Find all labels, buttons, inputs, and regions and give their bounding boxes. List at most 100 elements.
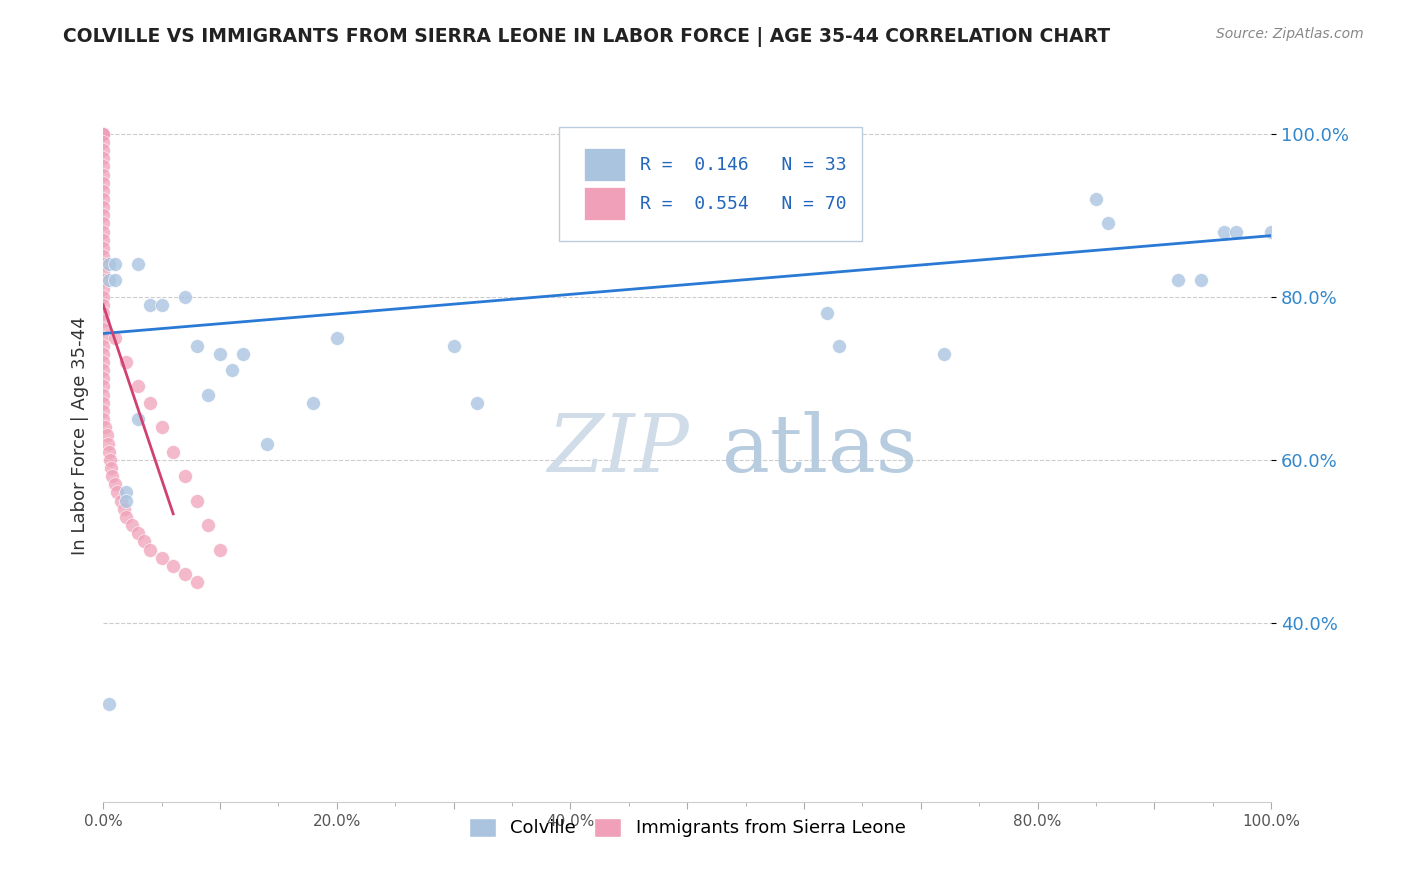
Point <box>115 510 138 524</box>
Point <box>1189 273 1212 287</box>
Point <box>91 159 114 173</box>
Point <box>91 298 114 312</box>
Point <box>91 241 114 255</box>
Point <box>121 518 143 533</box>
Point <box>98 444 121 458</box>
Point <box>98 453 121 467</box>
Point <box>221 363 243 377</box>
Point <box>91 127 114 141</box>
Point <box>91 233 114 247</box>
Point <box>91 168 114 182</box>
Point <box>91 282 114 296</box>
Point <box>91 404 114 418</box>
Point <box>98 257 121 271</box>
Point <box>162 444 184 458</box>
Point <box>91 127 114 141</box>
Point <box>676 168 699 182</box>
Point <box>91 330 114 344</box>
Point <box>91 208 114 222</box>
Point <box>139 298 162 312</box>
Point <box>132 534 155 549</box>
Point <box>91 379 114 393</box>
Point <box>197 518 219 533</box>
Point <box>465 396 488 410</box>
Point <box>828 339 851 353</box>
Point <box>94 420 117 434</box>
Point <box>91 314 114 328</box>
Point <box>91 135 114 149</box>
FancyBboxPatch shape <box>585 148 626 181</box>
Point <box>232 347 254 361</box>
Point <box>1167 273 1189 287</box>
Point <box>104 330 127 344</box>
Point <box>173 566 195 581</box>
Point <box>1260 225 1282 239</box>
Point <box>91 216 114 230</box>
Text: R =  0.146   N = 33: R = 0.146 N = 33 <box>640 155 846 174</box>
Point <box>699 168 721 182</box>
Point <box>208 347 231 361</box>
Point <box>127 379 149 393</box>
Point <box>96 428 118 442</box>
Point <box>325 330 347 344</box>
Point <box>91 257 114 271</box>
Point <box>91 225 114 239</box>
Point <box>104 477 127 491</box>
Point <box>91 200 114 214</box>
Text: Source: ZipAtlas.com: Source: ZipAtlas.com <box>1216 27 1364 41</box>
Point <box>91 176 114 190</box>
Point <box>150 298 173 312</box>
Point <box>91 347 114 361</box>
Text: R =  0.554   N = 70: R = 0.554 N = 70 <box>640 195 846 213</box>
Point <box>91 127 114 141</box>
Point <box>127 257 149 271</box>
Point <box>98 698 121 712</box>
Point <box>91 249 114 263</box>
Point <box>127 526 149 541</box>
Point <box>91 290 114 304</box>
Point <box>91 127 114 141</box>
Point <box>1213 225 1236 239</box>
Point <box>1084 192 1107 206</box>
Point <box>101 469 124 483</box>
Point <box>186 575 208 590</box>
Point <box>139 396 162 410</box>
Point <box>186 493 208 508</box>
Point <box>932 347 955 361</box>
Text: COLVILLE VS IMMIGRANTS FROM SIERRA LEONE IN LABOR FORCE | AGE 35-44 CORRELATION : COLVILLE VS IMMIGRANTS FROM SIERRA LEONE… <box>63 27 1111 46</box>
Point <box>208 542 231 557</box>
Point <box>197 387 219 401</box>
Point <box>91 192 114 206</box>
Point <box>139 542 162 557</box>
Point <box>91 371 114 385</box>
Text: ZIP: ZIP <box>547 411 689 489</box>
Point <box>150 550 173 565</box>
Legend: Colville, Immigrants from Sierra Leone: Colville, Immigrants from Sierra Leone <box>461 811 912 845</box>
Point <box>91 265 114 279</box>
Point <box>104 273 127 287</box>
Point <box>115 485 138 500</box>
FancyBboxPatch shape <box>558 128 862 241</box>
Point <box>1225 225 1247 239</box>
Point <box>112 501 135 516</box>
Point <box>91 306 114 320</box>
Point <box>173 469 195 483</box>
Point <box>115 355 138 369</box>
Text: atlas: atlas <box>723 411 917 489</box>
Point <box>186 339 208 353</box>
Point <box>97 436 120 450</box>
Point <box>302 396 325 410</box>
Point <box>98 273 121 287</box>
Point <box>1097 216 1119 230</box>
Point <box>105 485 128 500</box>
Y-axis label: In Labor Force | Age 35-44: In Labor Force | Age 35-44 <box>72 316 89 555</box>
Point <box>104 257 127 271</box>
FancyBboxPatch shape <box>585 187 626 220</box>
Point <box>256 436 278 450</box>
Point <box>173 290 195 304</box>
Point <box>162 558 184 573</box>
Point <box>91 339 114 353</box>
Point <box>91 387 114 401</box>
Point <box>443 339 465 353</box>
Point <box>91 184 114 198</box>
